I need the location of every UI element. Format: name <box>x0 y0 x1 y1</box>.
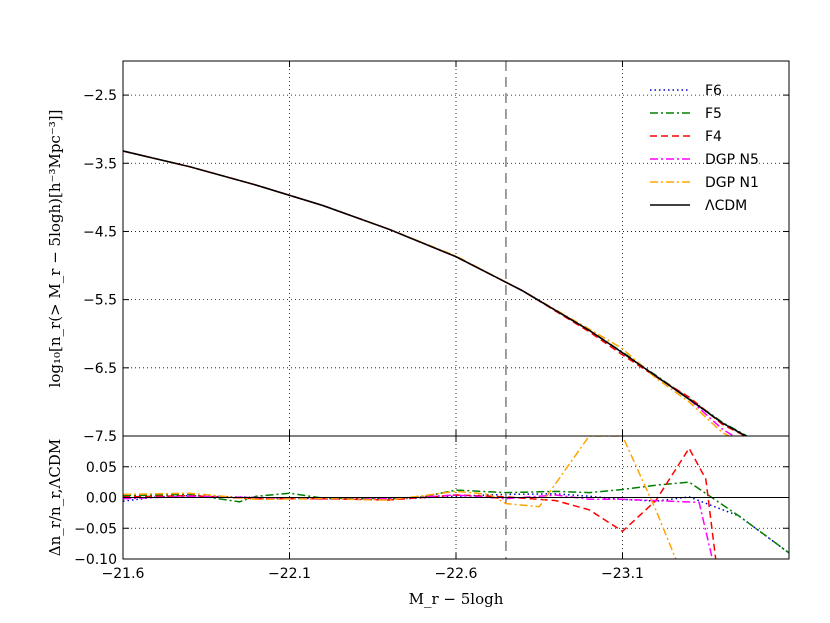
residual-y-tick-label: 0.00 <box>86 491 117 507</box>
main-series-f6 <box>123 150 748 436</box>
x-axis-label: M_r − 5logh <box>409 590 504 608</box>
main-gridlines <box>122 61 789 436</box>
x-tick-label: −21.6 <box>102 566 145 582</box>
legend-label--cdm: ΛCDM <box>705 198 747 214</box>
residual-series-dgp-n5 <box>123 494 714 559</box>
main-series--cdm <box>123 150 748 436</box>
main-y-tick-label: −2.5 <box>83 88 117 104</box>
residual-plot-frame <box>122 435 790 560</box>
legend-label-f4: F4 <box>705 129 722 145</box>
main-y-axis-label: log₁₀[n_r(> M_r − 5logh)[h⁻³Mpc⁻³]] <box>46 110 64 388</box>
legend-label-f5: F5 <box>705 106 722 122</box>
residual-y-tick-label: 0.05 <box>86 460 117 476</box>
main-y-tick-label: −6.5 <box>83 361 117 377</box>
legend-label-f6: F6 <box>705 83 722 99</box>
x-tick-label: −22.1 <box>268 566 311 582</box>
main-ticks: −2.5 −3.5 −4.5 −5.5 −6.5 −7.5 <box>83 61 789 445</box>
main-series-f5 <box>123 150 749 436</box>
legend: F6 F5 F4 DGP N5 DGP N1 ΛCDM <box>650 83 759 214</box>
x-tick-label: −23.1 <box>601 566 644 582</box>
main-y-tick-label: −7.5 <box>83 429 117 445</box>
reference-lines <box>123 61 789 559</box>
main-y-tick-label: −4.5 <box>83 224 117 240</box>
residual-series-dgp-n1 <box>123 436 677 559</box>
residual-y-tick-label: −0.05 <box>74 521 117 537</box>
residual-y-axis-label: Δn_r/n_r,ΛCDM <box>46 439 64 556</box>
main-y-tick-label: −3.5 <box>83 156 117 172</box>
legend-label-dgp-n1: DGP N1 <box>705 175 759 191</box>
legend-label-dgp-n5: DGP N5 <box>705 152 759 168</box>
residual-y-tick-label: −0.10 <box>74 552 117 568</box>
main-series-dgp-n1 <box>123 150 731 436</box>
x-tick-label: −22.6 <box>435 566 478 582</box>
main-y-tick-label: −5.5 <box>83 293 117 309</box>
main-series-f4 <box>123 150 747 436</box>
main-series-dgp-n5 <box>123 150 735 436</box>
main-series-lines <box>123 150 749 436</box>
residual-ticks: −21.6 −22.1 −22.6 −23.1 0.05 0.00 −0.05 −0.10 <box>74 436 789 582</box>
residual-series-f4 <box>123 446 717 559</box>
